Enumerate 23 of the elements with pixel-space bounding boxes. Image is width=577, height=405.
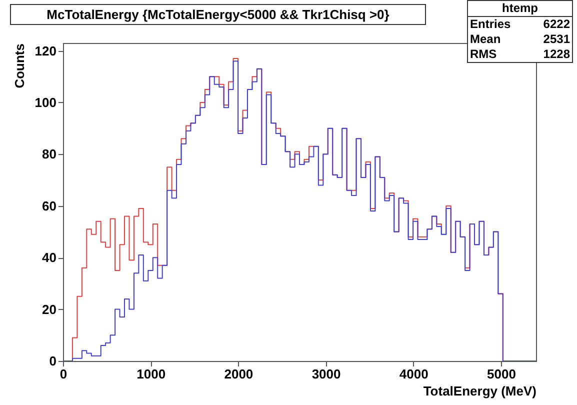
x-tick-label: 1000 — [136, 366, 166, 382]
text: Entries — [470, 17, 511, 32]
text: 2531 — [543, 32, 570, 47]
y-tick-label: 20 — [42, 302, 56, 317]
y-tick-label: 100 — [34, 94, 56, 110]
text: 6222 — [543, 17, 570, 32]
x-tick-label: 0 — [60, 366, 68, 382]
y-tick-label: 60 — [42, 198, 56, 214]
text: htemp — [468, 1, 572, 17]
annotation: Mean — [470, 32, 501, 47]
x-tick-label: 2000 — [224, 366, 254, 382]
y-axis-title: Counts — [12, 44, 27, 88]
text: 1228 — [543, 47, 570, 62]
x-axis-title: TotalEnergy (MeV) — [423, 384, 536, 398]
y-tick-label: 80 — [42, 146, 56, 162]
y-tick-label: 40 — [42, 250, 56, 266]
x-tick-label: 3000 — [312, 366, 341, 382]
x-tick-label: 5000 — [487, 366, 516, 382]
annotation: RMS — [470, 47, 497, 62]
chart-title: McTotalEnergy {McTotalEnergy<5000 && Tkr1Chisq >0} — [10, 4, 426, 25]
x-tick-label: 4000 — [399, 366, 428, 382]
y-tick-label: 0 — [49, 354, 56, 368]
y-tick-label: 120 — [34, 43, 56, 58]
